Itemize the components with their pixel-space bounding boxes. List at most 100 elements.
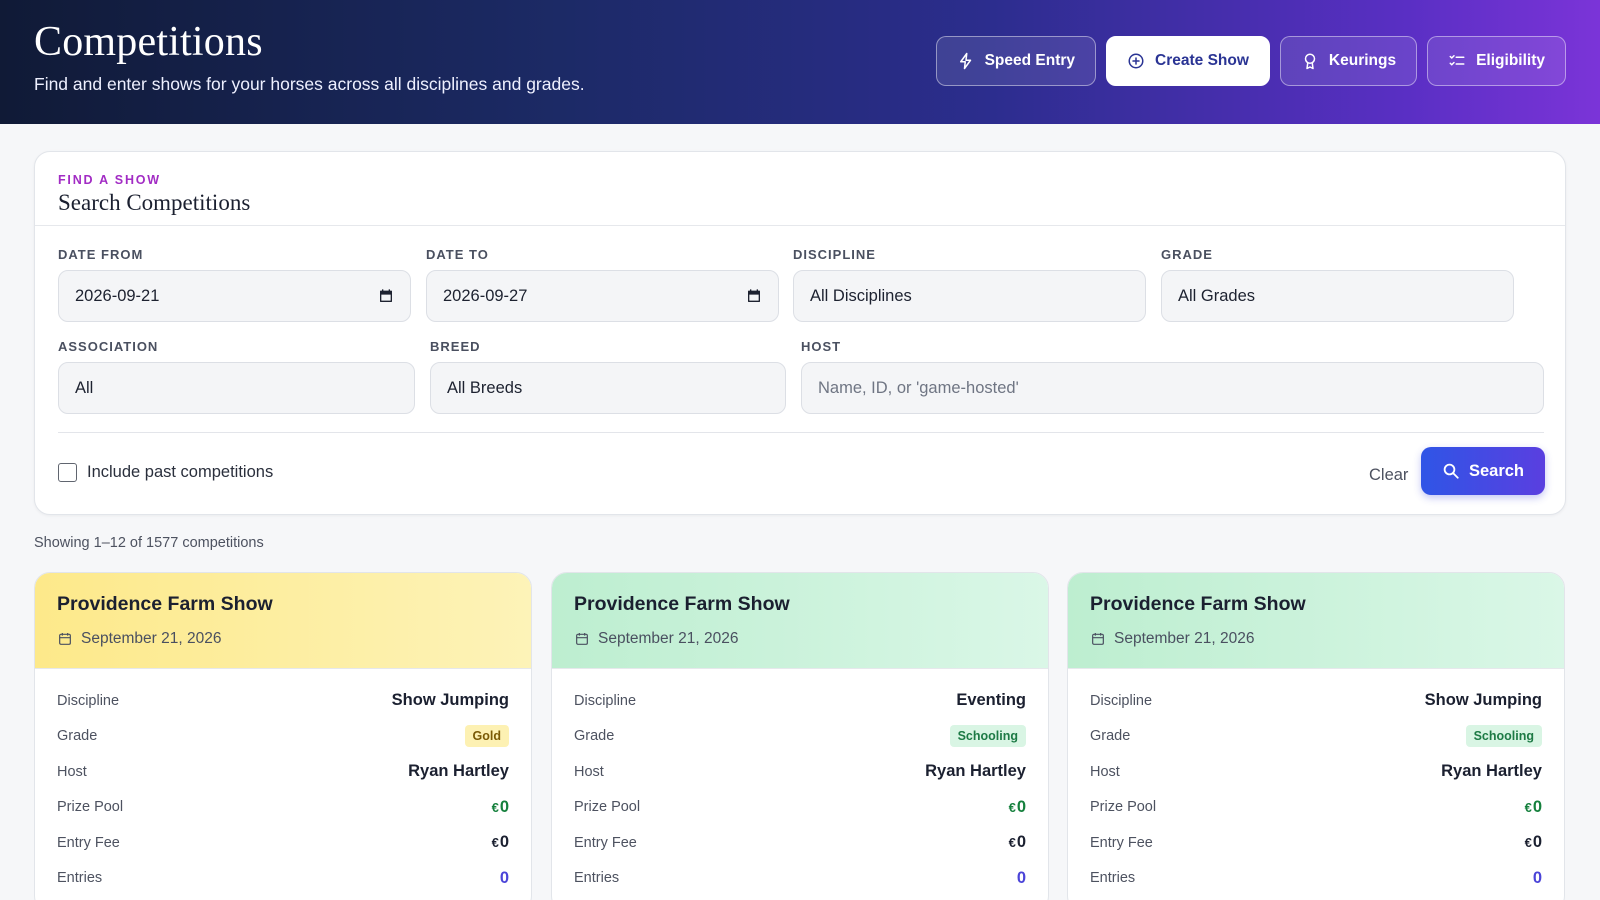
competition-name[interactable]: Providence Farm Show [1090,593,1306,615]
prize-pool-key: Prize Pool [1090,799,1157,816]
plus-circle-icon [1128,53,1144,69]
grade-key: Grade [574,728,615,745]
include-past-toggle[interactable]: Include past competitions [58,463,273,482]
association-label: ASSOCIATION [58,339,159,354]
discipline-row: Discipline Eventing [574,683,1026,719]
host-key: Host [57,763,87,780]
entry-fee-value: €0 [1525,833,1542,852]
host-value: Ryan Hartley [925,762,1026,781]
search-divider [58,432,1544,433]
prize-pool-row: Prize Pool €0 [57,790,509,826]
grade-badge: Gold [464,725,509,748]
page-title: Competitions [34,19,263,65]
entry-fee-amount: 0 [1532,833,1542,852]
speed-entry-button[interactable]: Speed Entry [935,36,1097,86]
competition-card-header: Providence Farm Show September 21, 2026 [35,573,531,669]
discipline-value: Eventing [956,691,1026,710]
calendar-icon[interactable] [746,288,762,304]
prize-pool-row: Prize Pool €0 [574,790,1026,826]
date-from-label: DATE FROM [58,247,144,262]
prize-pool-amount: 0 [1532,797,1542,816]
keurings-button[interactable]: Keurings [1279,36,1418,86]
eligibility-button[interactable]: Eligibility [1427,36,1566,86]
grade-badge: Schooling [1465,725,1542,748]
host-label: HOST [801,339,842,354]
entry-fee-row: Entry Fee €0 [1090,825,1542,861]
include-past-label: Include past competitions [87,463,274,481]
entries-row: Entries 0 [574,861,1026,897]
host-row: Host Ryan Hartley [574,754,1026,790]
competition-card[interactable]: Providence Farm Show September 21, 2026 … [34,572,532,900]
host-key: Host [1090,763,1120,780]
date-from-input[interactable]: 2026-09-21 [58,270,411,322]
breed-select[interactable]: All Breeds [430,362,786,414]
header-actions: Speed Entry Create Show Keurings Eligibi… [935,36,1566,86]
competition-card[interactable]: Providence Farm Show September 21, 2026 … [551,572,1049,900]
prize-pool-value: €0 [1009,798,1026,817]
create-show-button[interactable]: Create Show [1106,36,1270,86]
date-to-value: 2026-09-27 [443,286,528,305]
grade-row: Grade Gold [57,719,509,755]
competition-name[interactable]: Providence Farm Show [57,593,273,615]
clear-button[interactable]: Clear [1369,465,1409,484]
discipline-value: All Disciplines [810,286,912,305]
host-placeholder: Name, ID, or 'game-hosted' [818,378,1019,397]
discipline-key: Discipline [574,692,637,709]
entries-value: 0 [499,868,509,887]
entry-fee-row: Entry Fee €0 [574,825,1026,861]
date-to-label: DATE TO [426,247,489,262]
discipline-value: Show Jumping [391,691,509,710]
euro-symbol: € [1524,835,1532,851]
entries-key: Entries [1090,870,1136,887]
competition-name[interactable]: Providence Farm Show [574,593,790,615]
competition-date-text: September 21, 2026 [598,630,739,647]
discipline-select[interactable]: All Disciplines [793,270,1146,322]
competition-date-text: September 21, 2026 [1114,630,1255,647]
page-subtitle: Find and enter shows for your horses acr… [34,74,585,94]
euro-symbol: € [1008,799,1016,815]
search-eyebrow: FIND A SHOW [58,173,161,187]
grade-value: All Grades [1178,286,1256,305]
search-button[interactable]: Search [1421,447,1545,495]
host-value: Ryan Hartley [1441,762,1542,781]
eligibility-label: Eligibility [1476,52,1545,69]
grade-row: Grade Schooling [574,719,1026,755]
discipline-row: Discipline Show Jumping [1090,683,1542,719]
checklist-icon [1449,55,1465,66]
host-input[interactable]: Name, ID, or 'game-hosted' [801,362,1544,414]
entries-row: Entries 0 [1090,861,1542,897]
calendar-icon [59,633,71,645]
competition-date: September 21, 2026 [57,630,221,648]
grade-select[interactable]: All Grades [1161,270,1514,322]
search-panel-header: FIND A SHOW Search Competitions [35,152,1565,226]
date-to-input[interactable]: 2026-09-27 [426,270,779,322]
competition-card-header: Providence Farm Show September 21, 2026 [1068,573,1564,669]
competition-date: September 21, 2026 [574,630,738,648]
prize-pool-amount: 0 [1016,797,1026,816]
page-header: Competitions Find and enter shows for yo… [0,0,1600,124]
competition-date-text: September 21, 2026 [81,630,222,647]
discipline-key: Discipline [1090,692,1153,709]
prize-pool-value: €0 [1525,798,1542,817]
entries-key: Entries [574,870,620,887]
competition-card[interactable]: Providence Farm Show September 21, 2026 … [1067,572,1565,900]
award-icon [1304,53,1316,70]
search-panel: FIND A SHOW Search Competitions DATE FRO… [34,151,1566,515]
entry-fee-key: Entry Fee [57,834,120,851]
grade-badge: Schooling [949,725,1026,748]
association-select[interactable]: All [58,362,415,414]
entry-fee-key: Entry Fee [574,834,637,851]
discipline-label: DISCIPLINE [793,247,876,262]
search-title: Search Competitions [58,190,251,215]
discipline-key: Discipline [57,692,120,709]
host-row: Host Ryan Hartley [57,754,509,790]
results-count: Showing 1–12 of 1577 competitions [34,535,264,551]
competition-details: Discipline Show Jumping Grade Gold Host Rya… [57,683,509,896]
date-from-value: 2026-09-21 [75,286,160,305]
host-key: Host [574,763,604,780]
calendar-icon[interactable] [378,288,394,304]
host-value: Ryan Hartley [408,762,509,781]
include-past-checkbox[interactable] [58,463,77,482]
speed-entry-label: Speed Entry [984,52,1076,69]
euro-symbol: € [1524,799,1532,815]
